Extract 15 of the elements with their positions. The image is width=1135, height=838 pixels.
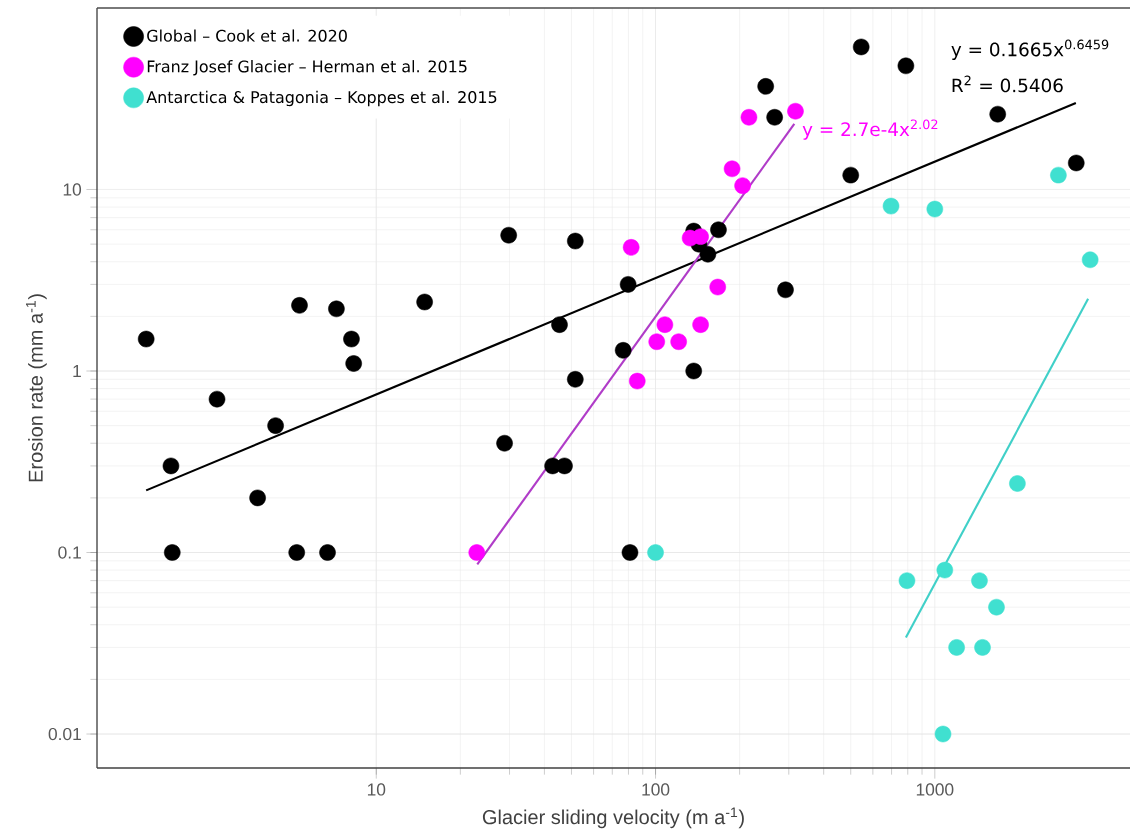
y-tick-label: 0.1 <box>58 546 81 559</box>
x-tick-label: 10 <box>367 783 386 796</box>
annotation: R$^{2}$ = 0.5406 <box>952 75 1063 93</box>
legend-label: Antarctica & Patagonia – Koppes et al. 2015 <box>146 90 497 107</box>
y-tick-label: 0.01 <box>48 727 81 741</box>
x-tick-label: 1000 <box>916 783 954 796</box>
y-axis-title: Erosion rate (mm a$^{-1}$) <box>26 294 47 482</box>
x-tick-label: 100 <box>642 783 670 796</box>
annotation: y = 0.1665x$^{0.6459}$ <box>951 39 1109 60</box>
x-axis-title: Glacier sliding velocity (m a$^{-1}$) <box>482 807 744 829</box>
y-tick-label: 1 <box>73 365 81 377</box>
annotation: y = 2.7e-4x$^{2.02}$ <box>802 119 938 140</box>
legend-label: Global – Cook et al. 2020 <box>147 29 347 42</box>
y-tick-label: 10 <box>63 183 82 196</box>
legend-label: Franz Josef Glacier – Herman et al. 2015 <box>147 60 467 76</box>
